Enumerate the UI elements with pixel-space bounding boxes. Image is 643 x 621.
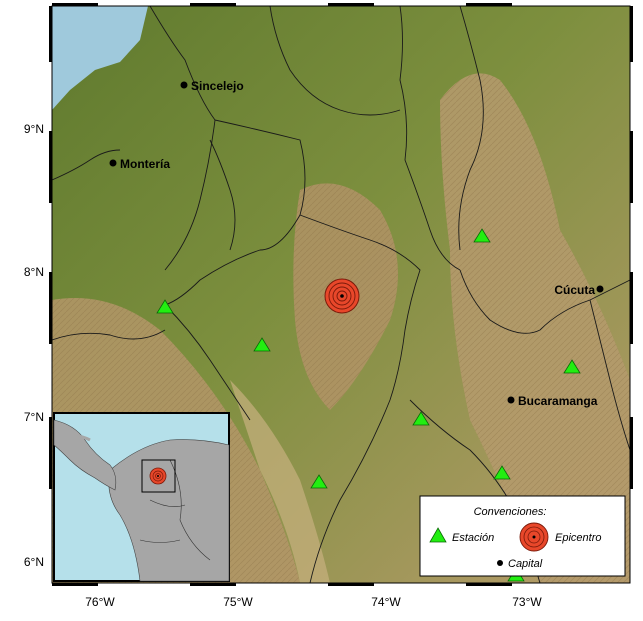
epicenter-center <box>340 294 344 298</box>
legend-epicenter-center <box>532 535 536 539</box>
lat-label-9: 9°N <box>24 122 44 136</box>
caribbean-sea <box>52 6 148 110</box>
lat-label-7: 7°N <box>24 410 44 424</box>
city-label-sincelejo: Sincelejo <box>191 79 244 93</box>
epicenter-ring <box>332 286 352 306</box>
lon-label-74: 74°W <box>371 595 401 609</box>
station-marker <box>253 337 271 352</box>
lat-axis-labels: 9°N 8°N 7°N 6°N <box>24 122 44 569</box>
legend-epicenter-label: Epicentro <box>555 532 601 544</box>
lon-label-75: 75°W <box>223 595 253 609</box>
station-marker <box>493 465 511 480</box>
city-label-bucaramanga: Bucaramanga <box>518 394 598 408</box>
inset-islands <box>59 434 91 442</box>
city-marker-bucaramanga <box>507 396 515 404</box>
inset-map <box>53 412 230 582</box>
city-marker-monteria <box>109 159 117 167</box>
cities: Sincelejo Montería Cúcuta Bucaramanga <box>109 79 604 408</box>
legend-station-label: Estación <box>452 532 494 544</box>
highland-south <box>230 380 330 583</box>
station-marker <box>563 359 581 374</box>
legend-epicenter-ring <box>527 530 541 544</box>
legend-capital-icon <box>497 560 503 566</box>
lat-label-8: 8°N <box>24 265 44 279</box>
lon-axis-labels: 76°W 75°W 74°W 73°W <box>85 595 542 609</box>
inset-epicenter-ring <box>152 470 164 482</box>
lon-label-73: 73°W <box>512 595 542 609</box>
epicenter-ring <box>328 282 356 310</box>
station-marker <box>310 474 328 489</box>
lat-label-6: 6°N <box>24 555 44 569</box>
station-marker <box>473 228 491 243</box>
legend-epicenter-ring <box>523 526 545 548</box>
inset-study-area-box <box>141 459 176 493</box>
epicenter-ring <box>336 290 348 302</box>
frame-ticks <box>49 3 633 586</box>
city-label-cucuta: Cúcuta <box>554 283 595 297</box>
epicenter-marker <box>324 278 360 314</box>
inset-borders <box>139 459 211 561</box>
city-label-monteria: Montería <box>120 157 170 171</box>
inset-epicenter-center <box>157 475 159 477</box>
city-marker-sincelejo <box>180 81 188 89</box>
legend: Convenciones: Estación Epicentro Capital <box>419 495 626 577</box>
station-marker <box>412 411 430 426</box>
inset-epicenter-ring <box>155 473 161 479</box>
station-marker <box>156 299 174 314</box>
legend-station-icon <box>429 527 447 543</box>
legend-title: Convenciones: <box>474 506 547 518</box>
inset-south-america <box>108 439 230 582</box>
lon-label-76: 76°W <box>85 595 115 609</box>
legend-capital-label: Capital <box>508 558 543 570</box>
highland-eastern-texture <box>440 73 630 583</box>
city-marker-cucuta <box>596 285 604 293</box>
